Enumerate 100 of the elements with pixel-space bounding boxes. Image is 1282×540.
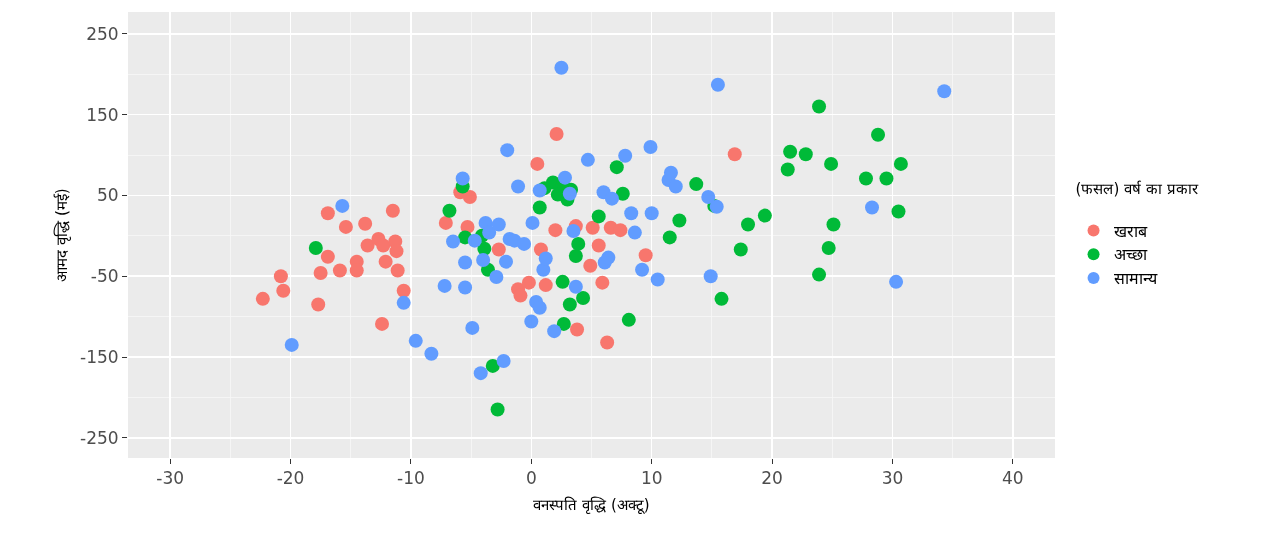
- y-tick-label: -150: [80, 346, 119, 367]
- point: [320, 249, 335, 264]
- point: [490, 402, 505, 417]
- point: [621, 312, 636, 327]
- point: [889, 274, 904, 289]
- point: [284, 337, 299, 352]
- point: [568, 249, 583, 263]
- point: [273, 269, 288, 284]
- point: [424, 346, 439, 361]
- point: [482, 225, 497, 240]
- point: [689, 177, 704, 192]
- point: [375, 316, 390, 331]
- point: [609, 160, 624, 175]
- point: [349, 263, 364, 278]
- point: [703, 269, 718, 284]
- point: [741, 217, 756, 232]
- point: [408, 333, 423, 348]
- point: [465, 320, 480, 335]
- point: [595, 275, 610, 290]
- point: [618, 148, 633, 163]
- point: [562, 186, 577, 201]
- point: [376, 238, 391, 253]
- point: [476, 253, 491, 268]
- point: [513, 288, 528, 303]
- point: [473, 366, 488, 381]
- x-tick-label: 40: [1002, 468, 1024, 489]
- point: [517, 236, 532, 251]
- point: [525, 215, 540, 230]
- point: [338, 219, 353, 234]
- point: [500, 143, 515, 158]
- point: [585, 220, 600, 235]
- point: [511, 179, 526, 194]
- point: [937, 84, 952, 99]
- point: [757, 208, 772, 223]
- point: [524, 314, 539, 329]
- point: [624, 206, 639, 221]
- point: [568, 279, 583, 294]
- point: [556, 316, 571, 331]
- point: [615, 186, 630, 201]
- point: [824, 156, 839, 171]
- point: [650, 272, 665, 287]
- point: [313, 265, 328, 280]
- point: [812, 99, 827, 114]
- point: [378, 254, 393, 269]
- point: [644, 206, 659, 221]
- point: [521, 275, 536, 290]
- point: [532, 183, 547, 198]
- point: [714, 291, 729, 306]
- point: [308, 240, 323, 255]
- point: [570, 322, 585, 337]
- point: [627, 225, 642, 240]
- point: [783, 144, 798, 159]
- point: [311, 297, 326, 312]
- point: [547, 324, 562, 339]
- point: [446, 234, 461, 249]
- point: [865, 200, 880, 215]
- point: [437, 278, 452, 293]
- point: [499, 254, 514, 269]
- point: [893, 156, 908, 171]
- point: [536, 262, 551, 277]
- point: [891, 204, 906, 219]
- point: [663, 165, 678, 180]
- y-axis-title: आमद वृद्धि (मई): [53, 188, 73, 282]
- point: [591, 238, 606, 253]
- x-tick-label: -20: [276, 468, 305, 489]
- x-tick-label: 0: [525, 468, 537, 489]
- point: [462, 190, 477, 205]
- point: [600, 335, 615, 350]
- point: [591, 209, 606, 224]
- point: [455, 171, 470, 186]
- point: [489, 270, 504, 284]
- point: [532, 200, 547, 215]
- point: [812, 267, 827, 282]
- point: [562, 297, 577, 312]
- point: [385, 203, 400, 218]
- legend-label: सामान्य: [1113, 269, 1158, 289]
- legend-title: (फसल) वर्ष का प्रकार: [1075, 180, 1199, 198]
- point: [255, 291, 270, 306]
- x-tick-label: 20: [761, 468, 783, 489]
- x-tick-label: 30: [881, 468, 904, 489]
- point: [727, 147, 742, 162]
- point: [532, 300, 547, 315]
- point: [358, 216, 373, 231]
- point: [442, 203, 457, 218]
- legend-label: खराब: [1113, 221, 1148, 241]
- point: [780, 162, 795, 177]
- y-tick-label: -50: [90, 266, 119, 287]
- point: [485, 358, 500, 373]
- point: [332, 263, 347, 278]
- point: [458, 280, 473, 295]
- point: [571, 236, 586, 251]
- point: [613, 223, 628, 238]
- point: [871, 127, 886, 142]
- point: [604, 191, 619, 206]
- point: [538, 278, 553, 293]
- point: [389, 244, 404, 259]
- y-tick-label: 150: [86, 104, 119, 125]
- point: [701, 190, 716, 205]
- point: [826, 217, 841, 232]
- point: [601, 250, 616, 265]
